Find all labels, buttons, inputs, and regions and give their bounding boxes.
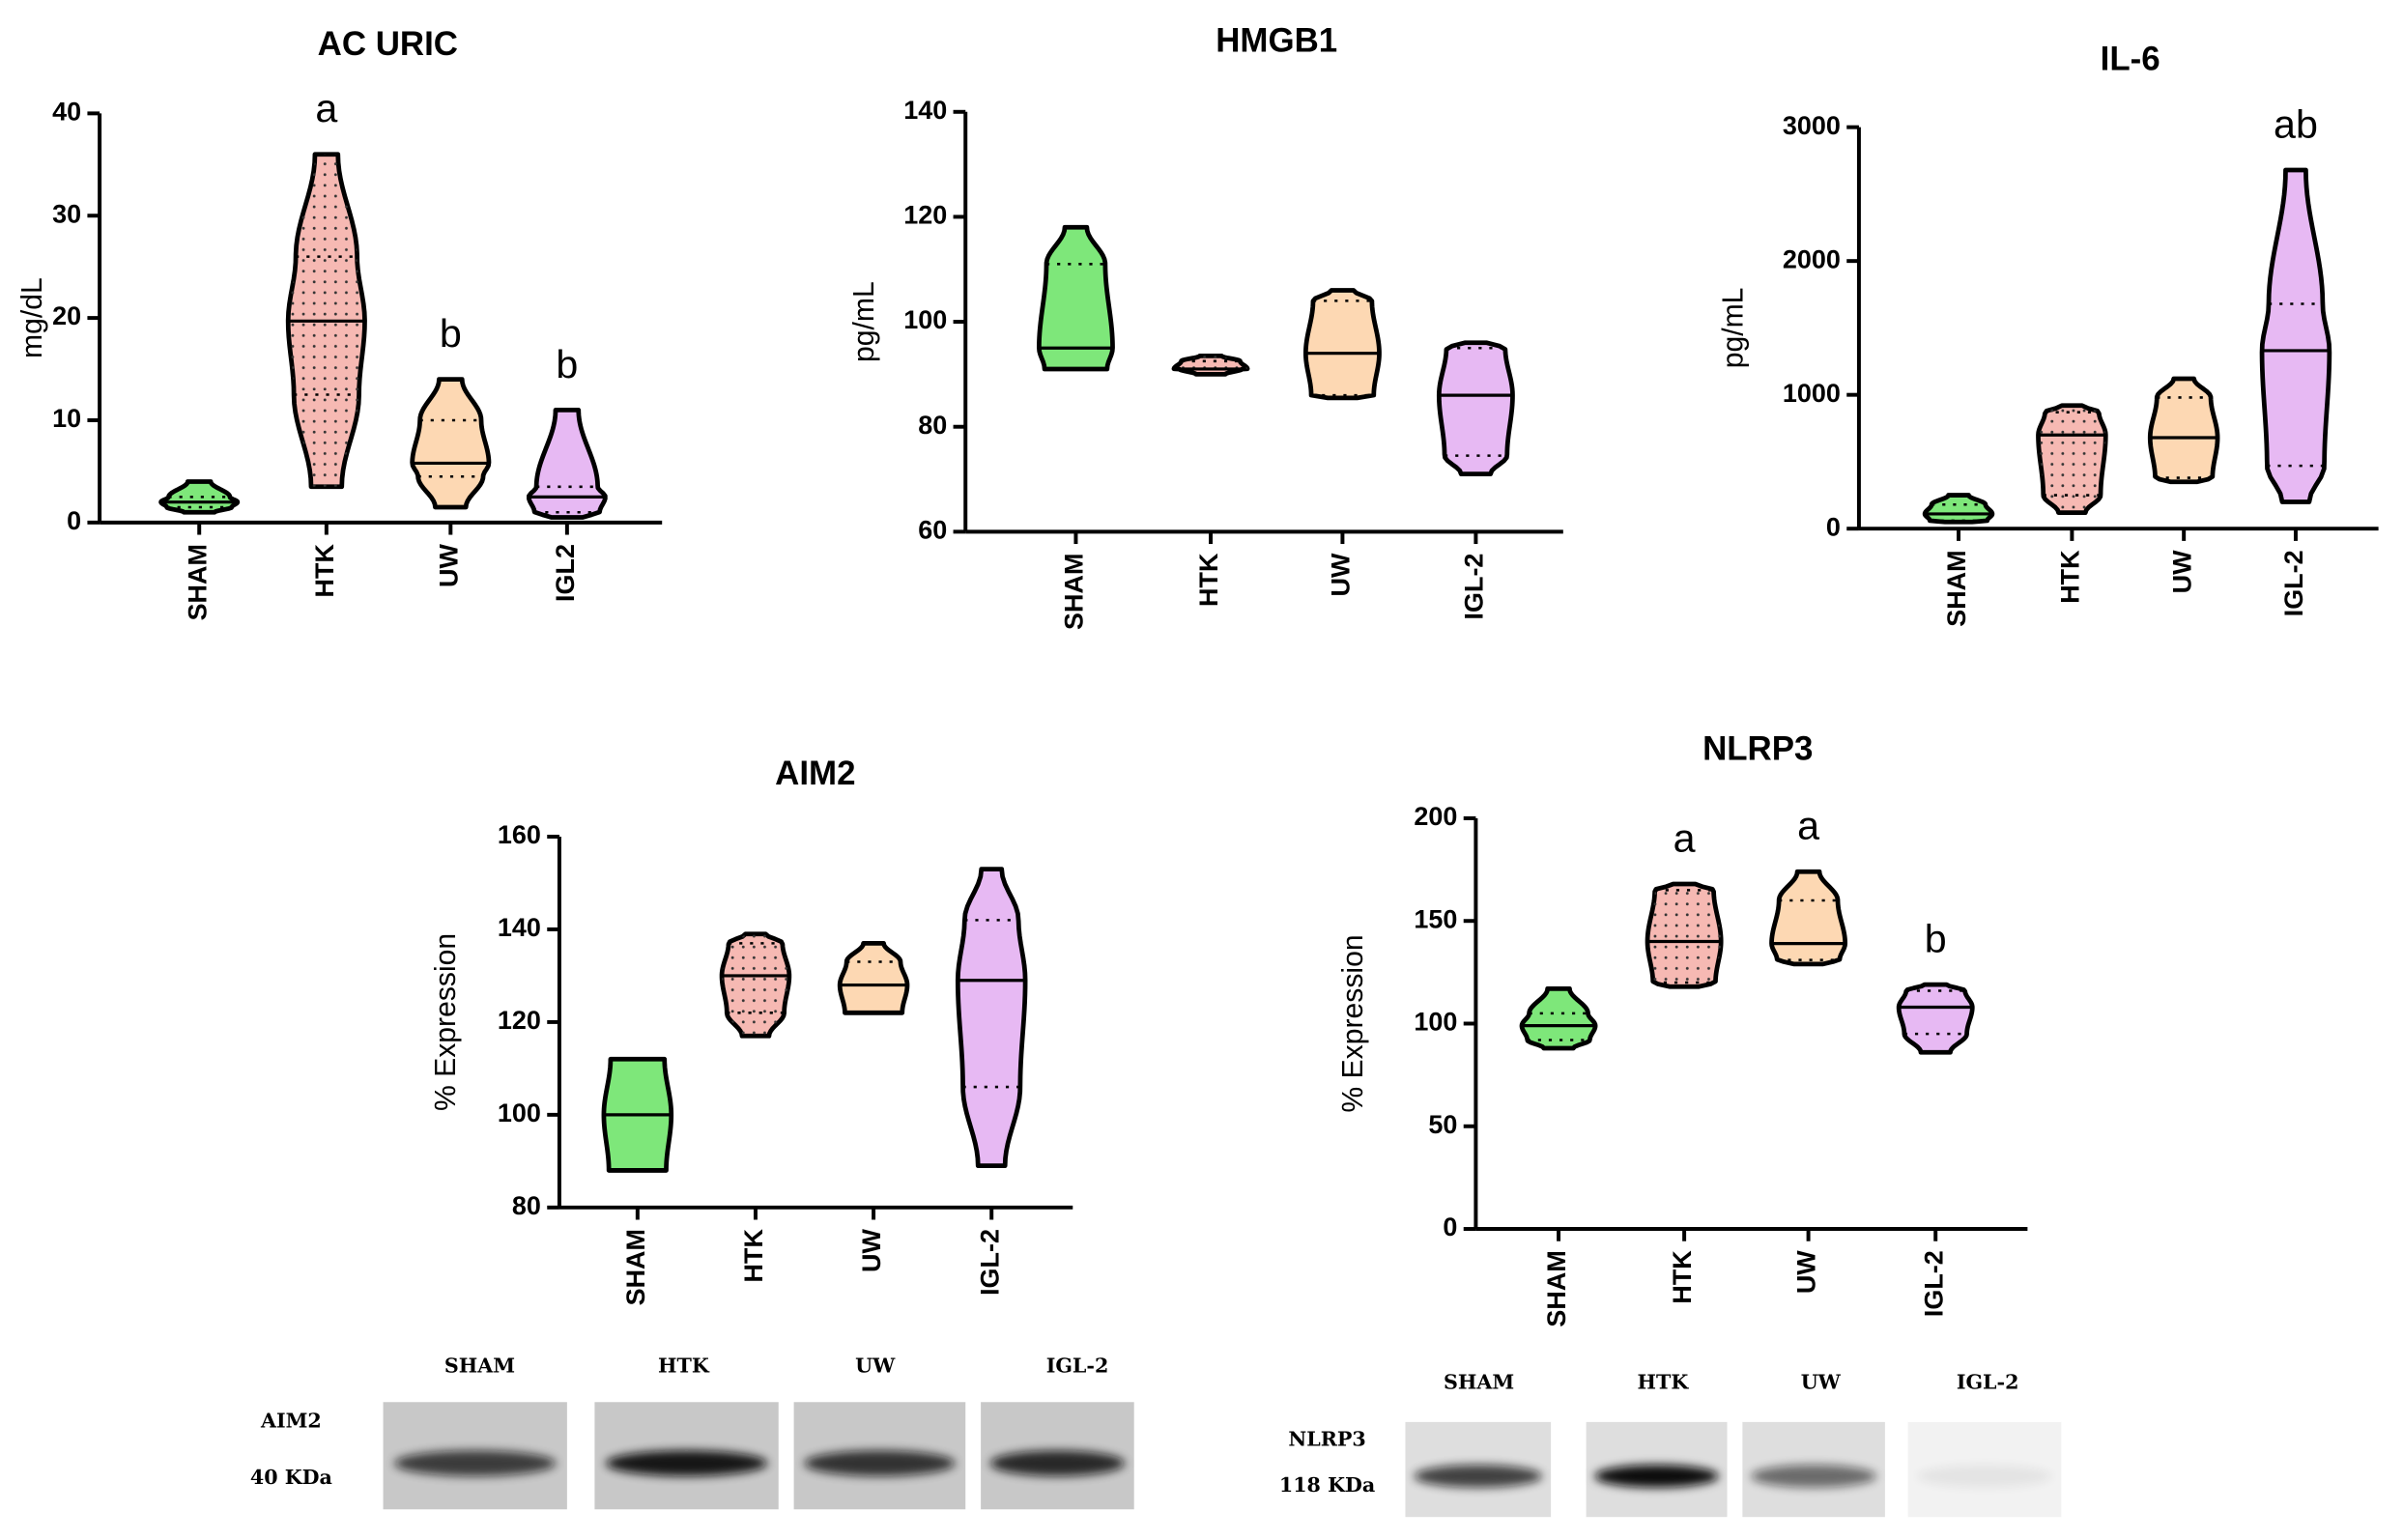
blot-band <box>989 1450 1126 1476</box>
violin <box>1922 493 1995 525</box>
x-tick-label: IGL2 <box>551 544 580 602</box>
violin <box>1769 869 1848 967</box>
blot-lane-label: IGL-2 <box>1957 1371 2019 1394</box>
y-tick-label: 100 <box>1414 1008 1457 1037</box>
y-tick-label: 160 <box>498 820 541 849</box>
x-tick-label: SHAM <box>1060 554 1089 630</box>
y-tick-label: 10 <box>52 404 81 433</box>
y-tick-label: 3000 <box>1783 111 1841 140</box>
annotation: a <box>1674 815 1696 860</box>
violin <box>1896 982 1975 1055</box>
x-tick-label: IGL-2 <box>2279 550 2308 616</box>
y-tick-label: 40 <box>52 97 81 126</box>
chart-title: AIM2 <box>775 755 855 792</box>
y-axis-label: % Expression <box>430 933 462 1111</box>
chart-title: HMGB1 <box>1216 22 1337 60</box>
blot-band <box>804 1450 956 1476</box>
x-tick-label: SHAM <box>1542 1250 1571 1326</box>
annotation: a <box>1797 804 1819 848</box>
y-tick-label: 0 <box>1443 1212 1457 1241</box>
violin <box>1036 224 1115 372</box>
violin <box>2259 167 2332 504</box>
x-tick-label: HTK <box>1668 1250 1697 1304</box>
y-tick-label: 120 <box>498 1006 541 1035</box>
y-axis-label: % Expression <box>1337 934 1369 1112</box>
x-tick-label: IGL-2 <box>975 1229 1004 1296</box>
y-tick-label: 140 <box>903 96 947 125</box>
annotation: ab <box>2274 101 2318 146</box>
violin <box>410 377 492 510</box>
x-tick-label: UW <box>2167 550 2196 593</box>
x-tick-label: UW <box>857 1228 886 1271</box>
violin <box>2147 376 2220 485</box>
annotation: b <box>1925 917 1947 961</box>
y-tick-label: 80 <box>512 1191 541 1220</box>
violin <box>1519 985 1598 1051</box>
annotation: a <box>315 86 337 130</box>
y-tick-label: 50 <box>1428 1110 1457 1139</box>
x-tick-label: SHAM <box>1942 550 1971 626</box>
violin <box>837 940 910 1015</box>
chart-title: AC URIC <box>318 25 458 63</box>
y-tick-label: 80 <box>918 411 947 440</box>
blot-protein: AIM2 <box>260 1409 322 1432</box>
y-tick-label: 100 <box>903 305 947 334</box>
blot-size: 118 KDa <box>1279 1473 1375 1497</box>
violin-pattern <box>1647 883 1722 987</box>
blot-lane-label: HTK <box>1638 1371 1690 1394</box>
y-tick-label: 30 <box>52 199 81 228</box>
blot-lane-label: SHAM <box>1444 1371 1514 1394</box>
y-tick-label: 20 <box>52 301 81 330</box>
blot-lane-label: UW <box>855 1354 896 1377</box>
blot-size: 40 KDa <box>250 1466 332 1489</box>
y-tick-label: 0 <box>67 506 81 535</box>
violin <box>955 867 1028 1169</box>
y-axis-label: mg/dL <box>16 277 48 358</box>
x-tick-label: UW <box>1792 1250 1821 1294</box>
annotation: b <box>556 342 578 386</box>
violin <box>1302 288 1382 401</box>
y-tick-label: 150 <box>1414 904 1457 933</box>
chart-title: IL-6 <box>2101 41 2160 78</box>
y-tick-label: 2000 <box>1783 244 1841 273</box>
x-tick-label: SHAM <box>621 1229 650 1305</box>
blot-band <box>1414 1465 1543 1488</box>
x-tick-label: IGL-2 <box>1460 554 1489 620</box>
blot-lane-label: SHAM <box>444 1354 515 1377</box>
x-tick-label: HTK <box>2056 550 2085 604</box>
y-axis-label: pg/mL <box>848 281 880 362</box>
x-tick-label: UW <box>434 543 463 586</box>
violin <box>1436 340 1515 476</box>
blot-band <box>1917 1465 2052 1488</box>
chart-title: NLRP3 <box>1702 729 1813 767</box>
violin <box>527 408 608 520</box>
blot-protein: NLRP3 <box>1288 1427 1365 1450</box>
y-tick-label: 0 <box>1826 512 1841 541</box>
x-tick-label: HTK <box>1194 553 1223 607</box>
annotation: b <box>440 311 462 356</box>
blot-band <box>1594 1465 1719 1488</box>
x-tick-label: UW <box>1327 553 1356 596</box>
blot-band <box>1751 1465 1877 1488</box>
violin-pattern <box>2038 405 2106 513</box>
violin-pattern <box>722 933 789 1037</box>
blot-band <box>605 1450 768 1476</box>
x-tick-label: HTK <box>739 1229 768 1283</box>
y-axis-label: pg/mL <box>1717 288 1749 369</box>
y-tick-label: 120 <box>903 201 947 230</box>
x-tick-label: HTK <box>310 544 339 598</box>
y-tick-label: 140 <box>498 913 541 942</box>
blot-lane-label: IGL-2 <box>1046 1354 1109 1377</box>
y-tick-label: 60 <box>918 515 947 544</box>
y-tick-label: 100 <box>498 1098 541 1127</box>
blot-band <box>393 1450 557 1476</box>
y-tick-label: 200 <box>1414 802 1457 831</box>
x-tick-label: IGL-2 <box>1919 1250 1948 1317</box>
y-tick-label: 1000 <box>1783 379 1841 408</box>
x-tick-label: SHAM <box>183 544 212 620</box>
blot-lane-label: UW <box>1801 1371 1842 1394</box>
blot-lane-label: HTK <box>658 1354 710 1377</box>
